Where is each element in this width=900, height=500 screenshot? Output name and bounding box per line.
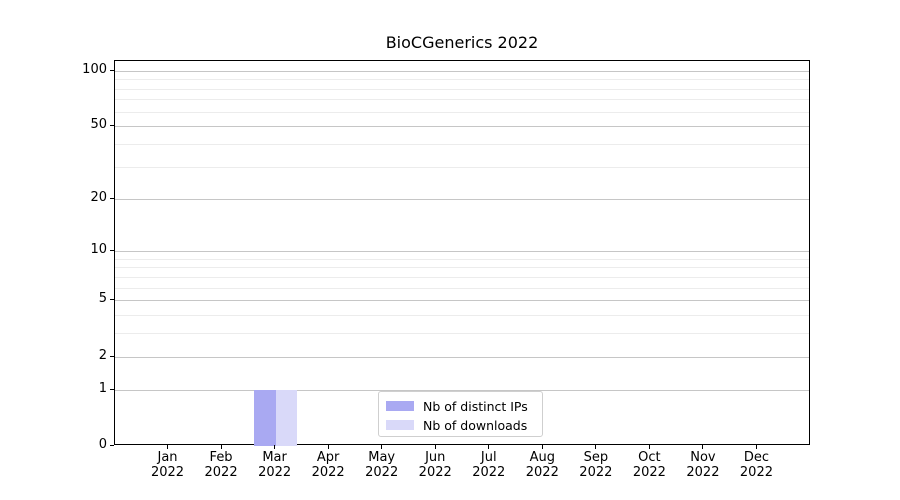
y-tick-label: 1	[98, 380, 107, 396]
y-tick-mark	[110, 250, 114, 252]
minor-gridline	[115, 333, 809, 335]
y-tick-mark	[110, 445, 114, 446]
bar-downloads	[275, 389, 298, 446]
x-tick-mark	[327, 445, 329, 449]
y-tick-mark	[110, 125, 114, 127]
x-tick-month: Dec	[743, 450, 770, 465]
x-tick-year: 2022	[472, 465, 506, 480]
y-tick-mark	[110, 197, 114, 199]
major-gridline	[115, 389, 809, 391]
x-tick-year: 2022	[258, 465, 292, 480]
y-tick-mark	[110, 299, 114, 301]
legend-label-downloads: Nb of downloads	[423, 417, 528, 433]
chart-title: BioCGenerics 2022	[385, 33, 539, 52]
x-tick-mark	[488, 445, 490, 449]
x-tick-mark	[434, 445, 436, 449]
x-tick-label: Oct 2022	[619, 450, 679, 480]
minor-gridline	[115, 287, 809, 289]
y-tick-label: 50	[90, 117, 107, 133]
x-tick-year: 2022	[579, 465, 613, 480]
x-tick-label: Nov 2022	[673, 450, 733, 480]
minor-gridline	[115, 166, 809, 168]
x-tick-mark	[220, 445, 222, 449]
x-tick-month: Jan	[157, 450, 178, 465]
x-tick-year: 2022	[418, 465, 452, 480]
minor-gridline	[115, 99, 809, 101]
x-tick-year: 2022	[365, 465, 399, 480]
minor-gridline	[115, 79, 809, 81]
x-tick-label: Jul 2022	[459, 450, 519, 480]
x-tick-year: 2022	[686, 465, 720, 480]
major-gridline	[115, 198, 809, 200]
x-tick-month: Aug	[529, 450, 555, 465]
major-gridline	[115, 70, 809, 72]
minor-gridline	[115, 258, 809, 260]
y-tick-label: 2	[98, 347, 107, 363]
major-gridline	[115, 300, 809, 302]
x-tick-year: 2022	[632, 465, 666, 480]
x-tick-month: Jun	[425, 450, 446, 465]
x-tick-month: Jul	[480, 450, 497, 465]
y-tick-mark	[110, 69, 114, 71]
x-tick-year: 2022	[739, 465, 773, 480]
y-tick-label: 100	[82, 61, 107, 77]
minor-gridline	[115, 267, 809, 269]
x-tick-label: Jan 2022	[138, 450, 198, 480]
major-gridline	[115, 356, 809, 358]
x-tick-label: Aug 2022	[512, 450, 572, 480]
x-tick-year: 2022	[204, 465, 238, 480]
x-tick-month: Nov	[690, 450, 716, 465]
bar-distinct-ips	[254, 389, 276, 446]
legend: Nb of distinct IPs Nb of downloads	[378, 391, 543, 437]
minor-gridline	[115, 111, 809, 113]
y-tick-label: 0	[98, 437, 107, 452]
x-tick-month: Apr	[316, 450, 340, 465]
legend-label-distinct-ips: Nb of distinct IPs	[423, 398, 528, 414]
x-tick-label: Dec 2022	[726, 450, 786, 480]
x-tick-label: Mar 2022	[245, 450, 305, 480]
legend-item-downloads: Nb of downloads	[386, 416, 534, 434]
minor-gridline	[115, 144, 809, 146]
x-tick-mark	[595, 445, 597, 449]
x-tick-mark	[702, 445, 704, 449]
x-tick-month: Mar	[262, 450, 287, 465]
x-tick-month: May	[368, 450, 396, 465]
plot-area	[114, 60, 810, 446]
x-tick-label: Jun 2022	[405, 450, 465, 480]
x-tick-mark	[167, 445, 169, 449]
minor-gridline	[115, 276, 809, 278]
x-tick-year: 2022	[525, 465, 559, 480]
minor-gridline	[115, 315, 809, 317]
x-tick-mark	[541, 445, 543, 449]
x-tick-label: Apr 2022	[298, 450, 358, 480]
x-tick-label: Sep 2022	[566, 450, 626, 480]
minor-gridline	[115, 88, 809, 90]
y-tick-mark	[110, 388, 114, 390]
x-tick-mark	[648, 445, 650, 449]
x-tick-mark	[274, 445, 276, 449]
major-gridline	[115, 251, 809, 253]
y-tick-label: 20	[90, 189, 107, 205]
y-tick-label: 10	[90, 242, 107, 258]
x-tick-month: Sep	[583, 450, 609, 465]
x-tick-month: Feb	[209, 450, 233, 465]
x-tick-mark	[755, 445, 757, 449]
legend-swatch-downloads	[386, 420, 414, 430]
x-tick-label: Feb 2022	[191, 450, 251, 480]
x-tick-year: 2022	[311, 465, 345, 480]
y-tick-mark	[110, 355, 114, 357]
major-gridline	[115, 126, 809, 128]
legend-item-distinct-ips: Nb of distinct IPs	[386, 397, 534, 415]
legend-swatch-distinct-ips	[386, 401, 414, 411]
x-tick-mark	[381, 445, 383, 449]
x-tick-year: 2022	[150, 465, 185, 480]
x-tick-label: May 2022	[352, 450, 412, 480]
y-tick-label: 5	[98, 291, 107, 307]
x-tick-month: Oct	[638, 450, 661, 465]
